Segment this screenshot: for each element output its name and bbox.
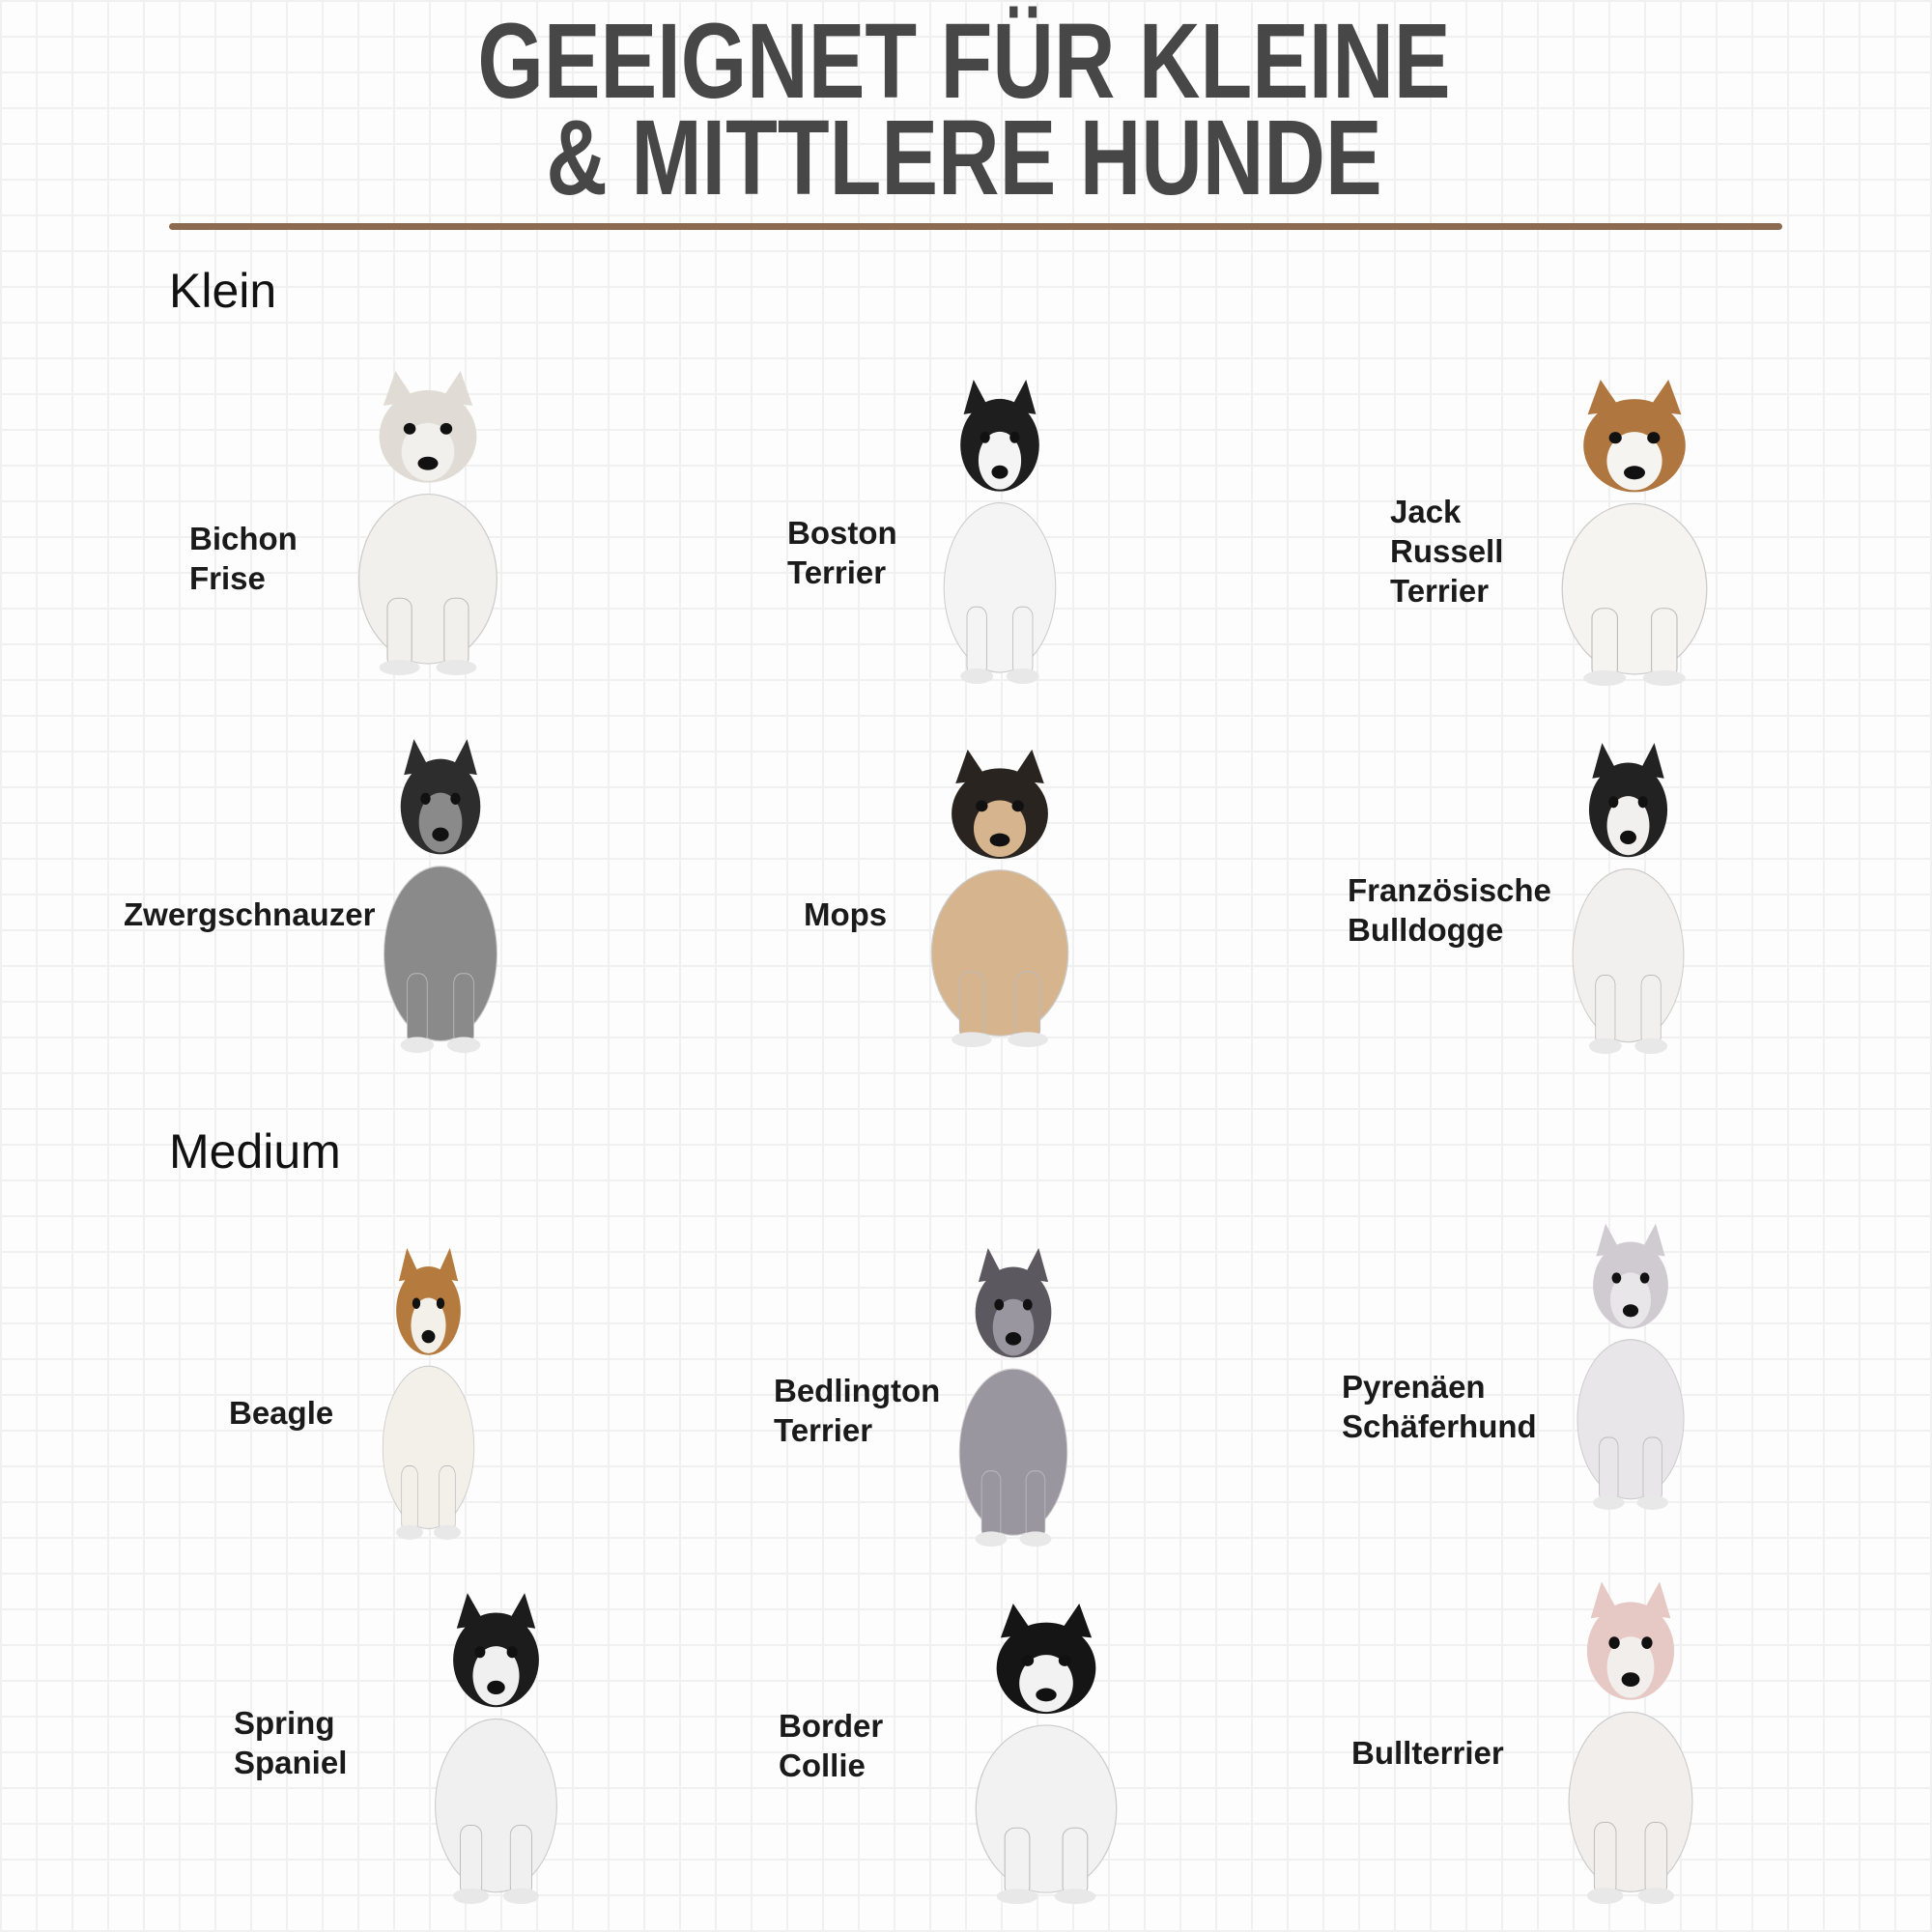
breed-label-line: Beagle bbox=[229, 1395, 334, 1431]
dog-image bbox=[918, 376, 1082, 684]
breed-label: Zwergschnauzer bbox=[124, 895, 375, 934]
section-heading-medium: Medium bbox=[169, 1124, 341, 1179]
dog-image bbox=[1552, 1220, 1709, 1510]
dog-image bbox=[943, 1600, 1150, 1904]
dog-image bbox=[361, 1244, 496, 1540]
breed-label: Französische Bulldogge bbox=[1348, 870, 1551, 950]
breed-label: Bullterrier bbox=[1351, 1733, 1504, 1773]
dog-image bbox=[1547, 739, 1710, 1054]
breed-label: Bedlington Terrier bbox=[774, 1371, 940, 1450]
breed-label: Mops bbox=[804, 895, 887, 934]
breed-label-line: Spring bbox=[234, 1705, 335, 1741]
dog-image bbox=[327, 367, 529, 675]
section-heading-small: Klein bbox=[169, 264, 277, 318]
breed-label-line: Pyrenäen bbox=[1342, 1369, 1486, 1405]
breed-label-line: Terrier bbox=[1390, 573, 1490, 609]
breed-label-line: Spaniel bbox=[234, 1745, 348, 1780]
dog-image bbox=[1540, 1577, 1721, 1904]
breed-label-line: Jack bbox=[1390, 494, 1462, 529]
breed-label: Bichon Frise bbox=[189, 519, 298, 598]
breed-label-line: Russell bbox=[1390, 533, 1504, 569]
breed-label-line: Bichon bbox=[189, 521, 298, 556]
breed-label-line: Schäferhund bbox=[1342, 1408, 1537, 1444]
breed-label: Pyrenäen Schäferhund bbox=[1342, 1367, 1537, 1446]
breed-label: Spring Spaniel bbox=[234, 1703, 347, 1782]
breed-label-line: Frise bbox=[189, 560, 266, 596]
dog-image bbox=[934, 1244, 1093, 1547]
breed-label-line: Terrier bbox=[787, 554, 887, 590]
page-title-line-1: GEEIGNET FÜR KLEINE bbox=[477, 2, 1451, 121]
breed-label-line: Border bbox=[779, 1708, 884, 1744]
dog-image bbox=[407, 1589, 585, 1904]
breed-label: Beagle bbox=[229, 1393, 333, 1433]
breed-label-line: Bedlington bbox=[774, 1373, 941, 1408]
dog-image bbox=[357, 735, 524, 1053]
divider bbox=[169, 223, 1782, 230]
breed-label-line: Bullterrier bbox=[1351, 1735, 1504, 1771]
breed-label-line: Boston bbox=[787, 515, 897, 551]
dog-image bbox=[899, 746, 1100, 1047]
breed-label-line: Collie bbox=[779, 1747, 866, 1783]
breed-label-line: Bulldogge bbox=[1348, 912, 1504, 948]
dog-image bbox=[1528, 376, 1741, 686]
breed-label: Jack Russell Terrier bbox=[1390, 492, 1503, 611]
breed-label-line: Zwergschnauzer bbox=[124, 896, 376, 932]
breed-label: Boston Terrier bbox=[787, 513, 897, 592]
breed-label-line: Mops bbox=[804, 896, 888, 932]
breed-label: Border Collie bbox=[779, 1706, 883, 1785]
breed-label-line: Französische bbox=[1348, 872, 1551, 908]
breed-label-line: Terrier bbox=[774, 1412, 873, 1448]
page-title-line-2: & MITTLERE HUNDE bbox=[546, 99, 1382, 217]
